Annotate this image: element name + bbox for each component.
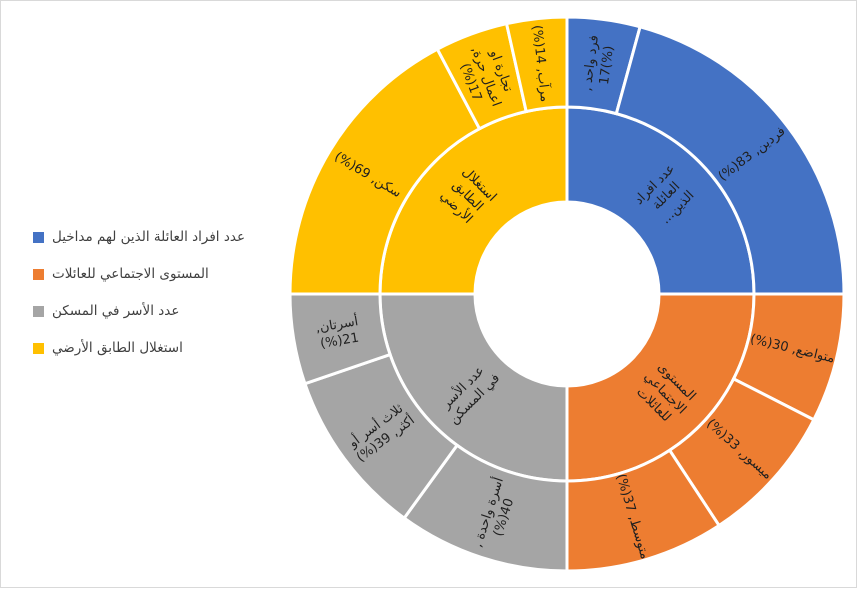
legend-label: المستوى الاجتماعي للعائلات — [52, 266, 209, 282]
legend-item-households: عدد الأسر في المسكن — [33, 301, 179, 321]
legend-swatch — [33, 231, 44, 243]
legend-item-social-level: المستوى الاجتماعي للعائلات — [33, 264, 209, 284]
outer-segment-label: أسرتان,21(%) — [314, 312, 362, 352]
legend-swatch — [33, 268, 44, 280]
legend-item-income-earners: عدد افراد العائلة الذين لهم مداخيل — [33, 227, 245, 247]
legend-swatch — [33, 342, 44, 354]
outer-segment — [614, 24, 846, 296]
legend-item-ground-floor: استغلال الطابق الأرضي — [33, 338, 183, 358]
legend-label: عدد الأسر في المسكن — [52, 303, 180, 319]
legend-label: استغلال الطابق الأرضي — [52, 340, 183, 356]
segments — [288, 15, 846, 573]
outer-segment-label: فرد واحد ,(%)17 — [580, 34, 618, 94]
legend-swatch — [33, 305, 44, 317]
legend-label: عدد افراد العائلة الذين لهم مداخيل — [52, 229, 245, 245]
outer-segment — [504, 15, 569, 114]
